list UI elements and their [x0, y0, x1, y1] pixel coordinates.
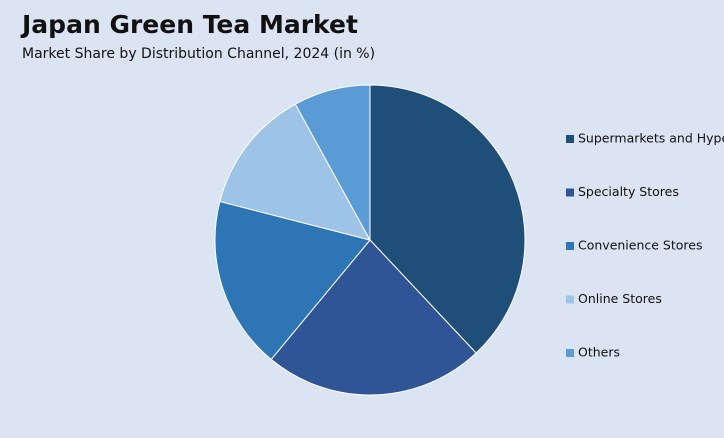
legend-label: Specialty Stores: [578, 184, 679, 199]
legend-label: Supermarkets and Hypermarkets: [578, 131, 724, 146]
pie-slice: [219, 103, 371, 241]
legend-label: Online Stores: [578, 291, 662, 306]
legend-swatch: [566, 349, 574, 357]
pie-slice: [214, 200, 371, 361]
chart-title: Japan Green Tea Market: [20, 10, 358, 39]
legend-swatch: [566, 295, 574, 304]
chart-subtitle: Market Share by Distribution Channel, 20…: [22, 46, 375, 62]
pie-slice: [270, 239, 477, 396]
legend-label: Convenience Stores: [578, 238, 702, 253]
pie-slice: [294, 84, 371, 241]
legend-label: Others: [578, 345, 620, 360]
legend-swatch: [566, 242, 574, 250]
pie-slice: [369, 84, 526, 354]
legend-swatch: [566, 188, 574, 197]
legend-swatch: [566, 135, 574, 143]
